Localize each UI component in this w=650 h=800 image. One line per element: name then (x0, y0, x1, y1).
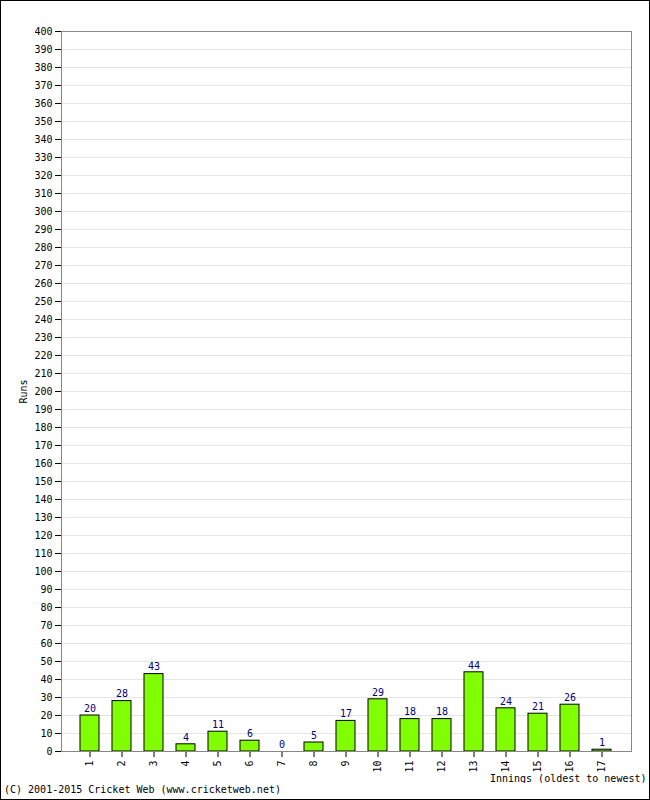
html-text:(C) 2001-2015 Cricket Web (www: (C) 2001-2015 Cricket Web (www.cricketwe… (4, 784, 281, 795)
svg-text:60: 60 (40, 638, 52, 649)
svg-text:370: 370 (34, 80, 52, 91)
svg-text:180: 180 (34, 422, 52, 433)
svg-text:150: 150 (34, 476, 52, 487)
svg-text:10: 10 (40, 728, 52, 739)
svg-text:120: 120 (34, 530, 52, 541)
svg-text:160: 160 (34, 458, 52, 469)
svg-text:360: 360 (34, 98, 52, 109)
svg-text:20: 20 (84, 703, 96, 714)
svg-text:20: 20 (40, 710, 52, 721)
svg-text:300: 300 (34, 206, 52, 217)
svg-text:6: 6 (247, 728, 253, 739)
svg-text:12: 12 (436, 761, 447, 773)
svg-text:260: 260 (34, 278, 52, 289)
svg-text:310: 310 (34, 188, 52, 199)
svg-text:6: 6 (244, 761, 255, 767)
svg-text:200: 200 (34, 386, 52, 397)
svg-text:18: 18 (436, 706, 448, 717)
svg-text:240: 240 (34, 314, 52, 325)
svg-text:70: 70 (40, 620, 52, 631)
svg-text:Runs: Runs (18, 379, 29, 403)
svg-text:15: 15 (532, 761, 543, 773)
svg-text:26: 26 (564, 692, 576, 703)
svg-text:5: 5 (311, 730, 317, 741)
svg-text:250: 250 (34, 296, 52, 307)
svg-text:330: 330 (34, 152, 52, 163)
svg-text:130: 130 (34, 512, 52, 523)
svg-text:17: 17 (340, 708, 352, 719)
svg-text:5: 5 (212, 761, 223, 767)
svg-text:110: 110 (34, 548, 52, 559)
svg-text:43: 43 (148, 661, 160, 672)
svg-text:50: 50 (40, 656, 52, 667)
svg-text:30: 30 (40, 692, 52, 703)
svg-text:380: 380 (34, 62, 52, 73)
svg-text:320: 320 (34, 170, 52, 181)
svg-text:280: 280 (34, 242, 52, 253)
svg-text:100: 100 (34, 566, 52, 577)
svg-text:2: 2 (116, 761, 127, 767)
svg-text:13: 13 (468, 761, 479, 773)
svg-text:1: 1 (599, 737, 605, 748)
svg-text:340: 340 (34, 134, 52, 145)
svg-text:350: 350 (34, 116, 52, 127)
svg-text:290: 290 (34, 224, 52, 235)
svg-text:21: 21 (532, 701, 544, 712)
svg-text:10: 10 (372, 761, 383, 773)
svg-text:Innings (oldest to newest): Innings (oldest to newest) (490, 773, 647, 784)
svg-text:11: 11 (212, 719, 224, 730)
svg-text:90: 90 (40, 584, 52, 595)
svg-text:0: 0 (279, 739, 285, 750)
svg-text:18: 18 (404, 706, 416, 717)
svg-text:4: 4 (180, 761, 191, 767)
svg-text:170: 170 (34, 440, 52, 451)
svg-text:210: 210 (34, 368, 52, 379)
svg-text:7: 7 (276, 761, 287, 767)
svg-text:3: 3 (148, 761, 159, 767)
svg-text:0: 0 (46, 746, 52, 757)
svg-text:28: 28 (116, 688, 128, 699)
svg-text:40: 40 (40, 674, 52, 685)
svg-text:80: 80 (40, 602, 52, 613)
svg-text:8: 8 (308, 761, 319, 767)
svg-text:29: 29 (372, 687, 384, 698)
svg-text:14: 14 (500, 761, 511, 773)
svg-text:11: 11 (404, 761, 415, 773)
svg-text:17: 17 (596, 761, 607, 773)
svg-text:16: 16 (564, 761, 575, 773)
svg-text:1: 1 (84, 761, 95, 767)
svg-text:390: 390 (34, 44, 52, 55)
svg-text:190: 190 (34, 404, 52, 415)
svg-text:230: 230 (34, 332, 52, 343)
svg-text:24: 24 (500, 696, 512, 707)
svg-text:9: 9 (340, 761, 351, 767)
svg-text:270: 270 (34, 260, 52, 271)
svg-text:140: 140 (34, 494, 52, 505)
svg-text:44: 44 (468, 660, 480, 671)
svg-text:4: 4 (183, 732, 189, 743)
svg-text:400: 400 (34, 26, 52, 37)
svg-text:220: 220 (34, 350, 52, 361)
